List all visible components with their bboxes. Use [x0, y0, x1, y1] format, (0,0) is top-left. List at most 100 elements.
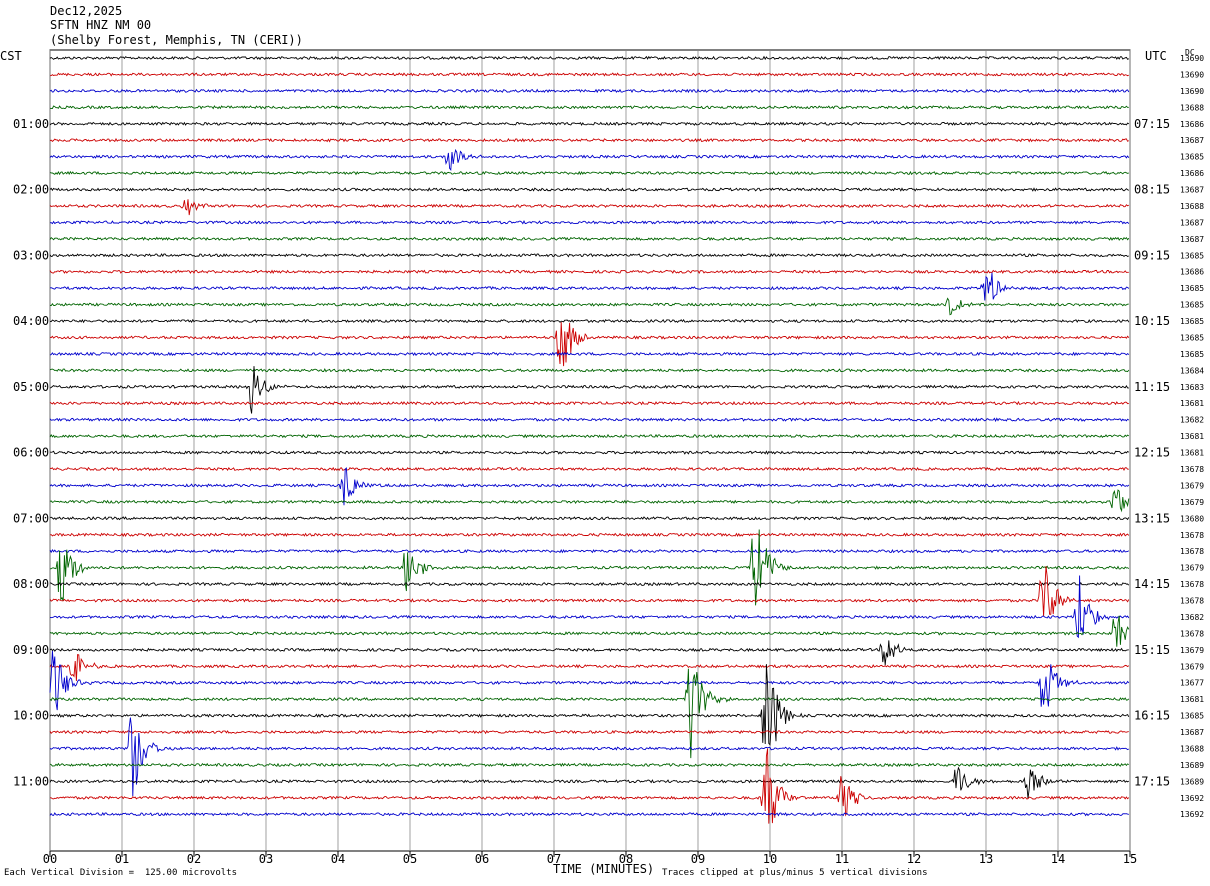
dc-offset-label: 13679: [1180, 564, 1204, 573]
x-tick-label: 04: [331, 852, 345, 866]
x-tick-label: 06: [475, 852, 489, 866]
right-hour-label: 11:15: [1134, 380, 1170, 394]
trace-4: [49, 121, 1130, 127]
left-hour-label: 04:00: [13, 314, 49, 328]
trace-36: [49, 640, 1129, 666]
left-hour-label: 08:00: [13, 577, 49, 591]
header-station: SFTN HNZ NM 00: [50, 18, 152, 32]
trace-40: [49, 664, 1130, 746]
dc-offset-label: 13681: [1180, 432, 1204, 441]
right-hour-label: 09:15: [1134, 248, 1170, 262]
left-hour-label: 09:00: [13, 643, 49, 657]
clip-note: Traces clipped at plus/minus 5 vertical …: [662, 868, 928, 878]
right-hour-label: 08:15: [1134, 183, 1170, 197]
trace-0: [49, 55, 1130, 61]
dc-offset-label: 13679: [1180, 662, 1204, 671]
trace-23: [49, 433, 1130, 439]
dc-offset-label: 13681: [1180, 399, 1204, 408]
trace-45: [50, 748, 1130, 824]
trace-15: [49, 297, 1129, 316]
trace-14: [49, 272, 1130, 301]
right-hour-label: 15:15: [1134, 643, 1170, 657]
header-date: Dec12,2025: [50, 4, 123, 18]
trace-46: [49, 811, 1129, 817]
trace-27: [49, 489, 1130, 513]
right-hour-label: 12:15: [1134, 446, 1170, 460]
trace-29: [49, 532, 1130, 537]
dc-offset-label: 13682: [1180, 416, 1204, 425]
trace-28: [49, 516, 1130, 521]
trace-24: [49, 450, 1130, 455]
trace-38: [49, 650, 1130, 711]
dc-offset-label: 13687: [1180, 136, 1204, 145]
trace-17: [49, 321, 1130, 367]
trace-25: [49, 466, 1129, 472]
left-hour-label: 10:00: [13, 709, 49, 723]
dc-offset-label: 13687: [1180, 235, 1204, 244]
x-tick-label: 02: [187, 852, 201, 866]
trace-44: [49, 766, 1130, 799]
left-hour-label: 03:00: [13, 248, 49, 262]
trace-19: [49, 368, 1130, 373]
trace-34: [49, 575, 1130, 639]
dc-offset-label: 13685: [1180, 301, 1204, 310]
dc-offset-label: 13687: [1180, 186, 1204, 195]
trace-41: [49, 729, 1129, 735]
left-hour-label: 06:00: [13, 446, 49, 460]
dc-offset-label: 13684: [1180, 366, 1204, 375]
right-hour-label: 16:15: [1134, 709, 1170, 723]
right-hour-label: 13:15: [1134, 511, 1170, 525]
trace-39: [49, 668, 1130, 759]
x-tick-label: 13: [979, 852, 993, 866]
dc-offset-label: 13689: [1180, 761, 1204, 770]
trace-2: [49, 88, 1130, 94]
dc-offset-label: 13688: [1180, 744, 1204, 753]
left-timezone-label: CST: [0, 49, 22, 63]
dc-offset-label: 13678: [1180, 465, 1204, 474]
trace-20: [49, 366, 1129, 414]
trace-12: [49, 253, 1130, 258]
dc-offset-label: 13686: [1180, 169, 1204, 178]
left-hour-label: 01:00: [13, 117, 49, 131]
right-timezone-label: UTC: [1145, 49, 1167, 63]
trace-7: [49, 170, 1129, 176]
dc-offset-label: 13690: [1180, 54, 1204, 63]
trace-3: [49, 105, 1129, 110]
trace-13: [49, 269, 1129, 275]
dc-offset-label: 13685: [1180, 153, 1204, 162]
x-tick-label: 00: [43, 852, 57, 866]
x-axis-label: TIME (MINUTES): [553, 862, 655, 876]
dc-offset-label: 13678: [1180, 629, 1204, 638]
trace-11: [49, 236, 1130, 242]
dc-offset-label: 13681: [1180, 695, 1204, 704]
right-hour-label: 07:15: [1134, 117, 1170, 131]
dc-offset-label: 13679: [1180, 498, 1204, 507]
dc-offset-label: 13685: [1180, 350, 1204, 359]
dc-offset-label: 13685: [1180, 284, 1204, 293]
x-tick-label: 05: [403, 852, 417, 866]
trace-6: [49, 148, 1130, 171]
x-tick-label: 09: [691, 852, 705, 866]
trace-18: [49, 351, 1130, 357]
dc-offset-label: 13678: [1180, 531, 1204, 540]
trace-9: [49, 199, 1130, 216]
dc-label: DC: [1185, 48, 1195, 57]
trace-32: [49, 581, 1130, 587]
dc-offset-label: 13690: [1180, 70, 1204, 79]
trace-37: [49, 654, 1130, 682]
left-hour-label: 05:00: [13, 380, 49, 394]
dc-offset-label: 13685: [1180, 712, 1204, 721]
x-tick-label: 15: [1123, 852, 1137, 866]
dc-offset-label: 13689: [1180, 777, 1204, 786]
dc-offset-label: 13679: [1180, 481, 1204, 490]
trace-5: [49, 137, 1130, 143]
dc-offset-label: 13685: [1180, 333, 1204, 342]
x-tick-label: 08: [619, 852, 633, 866]
trace-35: [49, 615, 1130, 647]
dc-offset-label: 13685: [1180, 317, 1204, 326]
x-tick-label: 07: [547, 852, 561, 866]
dc-offset-label: 13681: [1180, 449, 1204, 458]
right-hour-label: 14:15: [1134, 577, 1170, 591]
scale-note: Each Vertical Division = 125.00 microvol…: [4, 868, 237, 878]
